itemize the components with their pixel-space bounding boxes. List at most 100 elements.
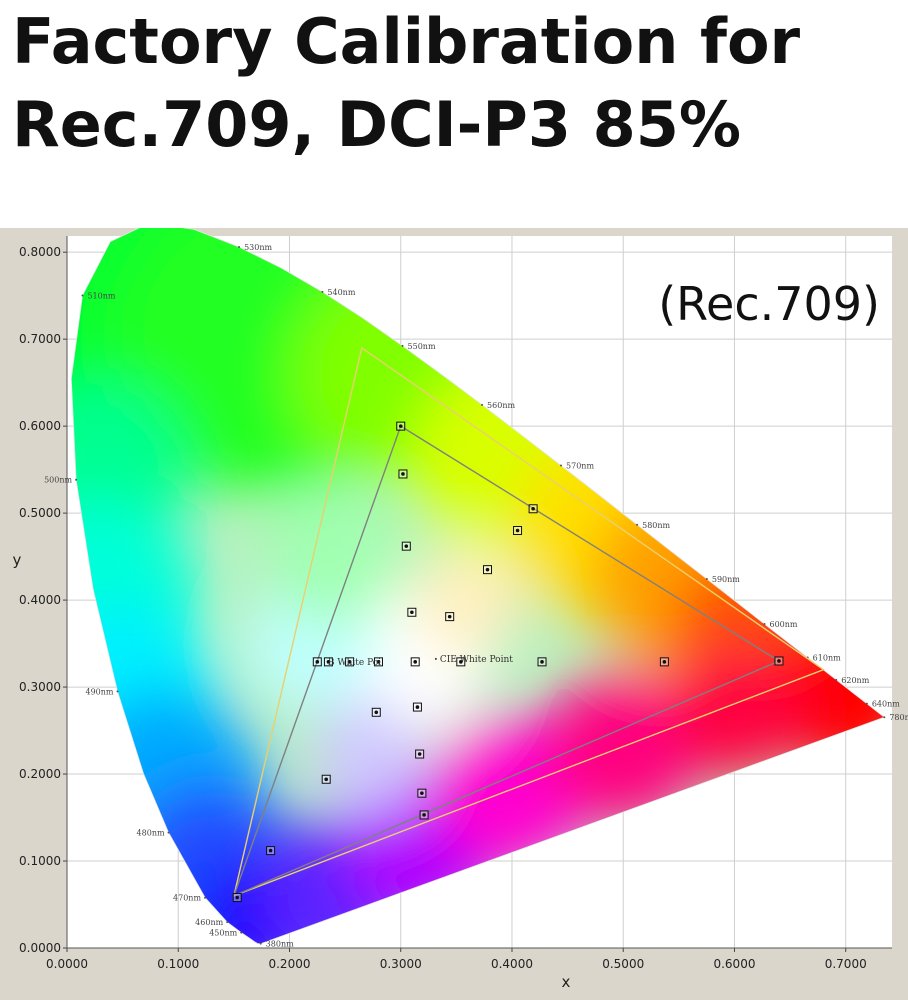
wavelength-tick — [763, 623, 766, 626]
x-tick-label: 0.3000 — [380, 957, 422, 971]
x-axis-label: x — [562, 973, 571, 991]
wavelength-tick — [705, 578, 708, 581]
measurement-point — [447, 614, 452, 619]
wavelength-tick — [240, 931, 243, 934]
gamut-colour-blob — [411, 544, 524, 656]
headline-line-2: Rec.709, DCI-P3 85% — [12, 88, 741, 161]
x-tick-label: 0.1000 — [157, 957, 199, 971]
wavelength-tick — [238, 246, 241, 249]
measurement-point — [235, 895, 240, 900]
wavelength-tick — [883, 716, 886, 719]
y-tick-label: 0.8000 — [19, 245, 61, 259]
wavelength-label: 530nm — [244, 243, 272, 252]
y-tick-label: 0.5000 — [19, 506, 61, 520]
measurement-point — [398, 424, 403, 428]
wavelength-label: 550nm — [408, 342, 436, 351]
wavelength-label: 500nm — [44, 476, 72, 485]
wavelength-label: 780nm — [889, 713, 908, 722]
wavelength-tick — [481, 403, 484, 406]
measurement-point — [531, 506, 535, 511]
spectral-locus-fill — [71, 228, 885, 944]
y-tick-label: 0.4000 — [19, 593, 61, 607]
series — [232, 346, 825, 903]
wavelength-label: 460nm — [195, 918, 223, 927]
wavelength-label: 450nm — [209, 929, 237, 938]
gamut-triangle-0 — [232, 346, 825, 897]
measurement-point — [420, 791, 424, 795]
x-tick-label: 0.4000 — [491, 957, 533, 971]
x-tick-label: 0.2000 — [268, 957, 310, 971]
measurement-point — [268, 848, 273, 853]
wavelength-tick — [865, 702, 868, 705]
gamut-colour-blob — [545, 670, 702, 826]
wavelength-label: 470nm — [173, 894, 201, 903]
wavelength-label: 590nm — [712, 575, 740, 584]
measurement-point — [515, 528, 520, 533]
y-tick-label: 0.2000 — [19, 767, 61, 781]
y-axis-label: y — [13, 551, 22, 569]
measurement-point — [459, 660, 463, 664]
wavelength-tick — [226, 921, 229, 924]
measurement-point — [401, 472, 405, 476]
headline-line-1: Factory Calibration for — [12, 5, 801, 78]
wavelength-label: 380nm — [266, 940, 294, 949]
wavelength-tick — [167, 831, 170, 834]
wavelength-tick — [560, 464, 563, 467]
wavelength-label: 620nm — [841, 676, 869, 685]
measurement-point — [413, 660, 417, 664]
headline: Factory Calibration for Rec.709, DCI-P3 … — [12, 0, 902, 166]
measurement-point — [315, 660, 320, 664]
wavelength-label: 570nm — [566, 462, 594, 471]
wavelength-tick — [835, 678, 838, 681]
wavelength-label: 640nm — [872, 700, 900, 709]
x-tick-label: 0.6000 — [713, 957, 755, 971]
measurement-point — [540, 660, 544, 664]
wavelength-label: 540nm — [327, 288, 355, 297]
wavelength-label: 600nm — [770, 620, 798, 629]
wavelength-label: 610nm — [813, 653, 841, 662]
measurement-point — [410, 610, 414, 615]
target-white-point-label: B White Poi — [328, 658, 381, 668]
measurement-point — [374, 710, 379, 715]
measurement-point — [485, 567, 490, 572]
gamut-annotation: (Rec.709) — [658, 277, 880, 331]
wavelength-tick — [636, 523, 639, 526]
x-tick-label: 0.0000 — [46, 957, 88, 971]
y-tick-label: 0.1000 — [19, 854, 61, 868]
measurement-point — [376, 660, 381, 664]
measurement-point — [415, 705, 420, 709]
wavelength-label: 490nm — [85, 687, 113, 696]
measurement-point — [326, 660, 331, 664]
cie-white-point-marker — [434, 657, 437, 660]
measurement-point — [404, 544, 409, 548]
measurement-point — [422, 813, 426, 817]
wavelength-label: 560nm — [487, 401, 515, 410]
measurement-point — [324, 777, 329, 782]
measurement-point — [347, 660, 352, 664]
gamut-colour-blob — [267, 489, 401, 624]
y-tick-label: 0.0000 — [19, 941, 61, 955]
wavelength-tick — [321, 290, 324, 293]
measurement-point — [417, 752, 422, 756]
wavelength-label: 580nm — [642, 521, 670, 530]
cie-chromaticity-chart: 0.0000 0.1000 0.2000 0.3000 0.4000 0.5000 0.60… — [0, 228, 908, 1000]
y-tick-label: 0.7000 — [19, 332, 61, 346]
x-tick-label: 0.5000 — [602, 957, 644, 971]
wavelength-tick — [75, 478, 78, 481]
y-tick-label: 0.6000 — [19, 419, 61, 433]
wavelength-labels: 380nm 450nm 460nm 470nm 480nm 490nm 500nm 510nm… — [44, 243, 908, 949]
white-point-labels: B White Poi CIE White Point — [328, 655, 513, 668]
x-tick-label: 0.7000 — [825, 957, 867, 971]
wavelength-tick — [81, 294, 84, 297]
wavelength-label: 480nm — [137, 829, 165, 838]
wavelength-tick — [401, 344, 404, 347]
wavelength-label: 510nm — [87, 291, 115, 300]
wavelength-tick — [116, 690, 119, 693]
gamut-colour-blob — [311, 701, 423, 813]
wavelength-tick — [204, 896, 207, 899]
cie-white-point-label: CIE White Point — [440, 655, 513, 665]
measurement-point — [777, 659, 781, 663]
wavelength-tick — [259, 942, 262, 945]
gamut-colour-blob — [667, 646, 802, 780]
measurement-point — [662, 660, 667, 664]
